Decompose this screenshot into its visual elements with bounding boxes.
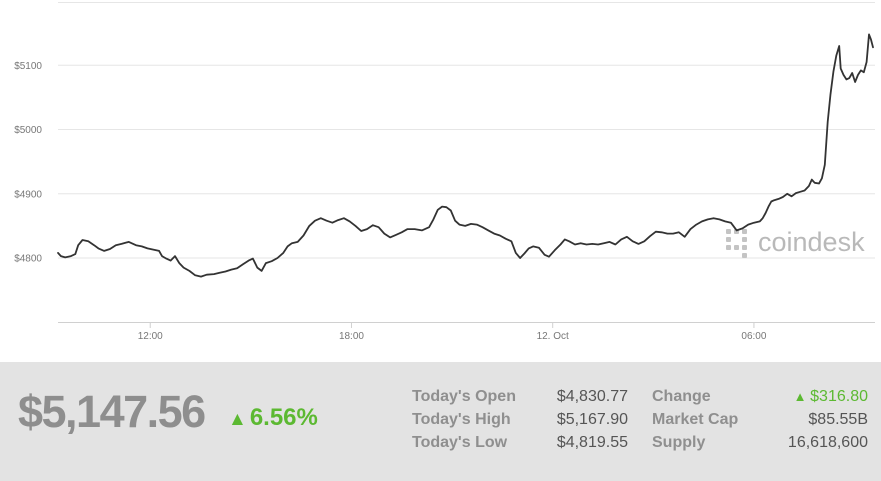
x-tick-label: 12:00 xyxy=(138,331,163,342)
y-tick-label: $5100 xyxy=(14,61,42,72)
supply-value: 16,618,600 xyxy=(787,434,868,451)
up-triangle-icon: ▲ xyxy=(228,409,247,430)
market-cap-value: $85.55B xyxy=(808,411,868,428)
percent-change: ▲ 6.56% xyxy=(228,404,318,432)
y-tick-label: $5000 xyxy=(14,125,42,136)
change-label: Change xyxy=(652,388,711,405)
x-tick-label: 06:00 xyxy=(741,331,766,342)
y-tick-label: $4800 xyxy=(14,254,42,265)
supply-label: Supply xyxy=(652,434,706,451)
y-axis: $4800 $4900 $5000 $5100 xyxy=(14,61,42,265)
change-value: ▲ $316.80 xyxy=(760,388,868,406)
coindesk-watermark: coindesk xyxy=(726,227,865,258)
watermark-text: coindesk xyxy=(758,227,865,257)
x-axis: 12:00 18:00 12. Oct 06:00 xyxy=(58,322,875,342)
percent-change-value: 6.56% xyxy=(249,404,318,431)
stats-bar: $5,147.56 ▲ 6.56% Today's Open $4,830.77 … xyxy=(0,362,881,481)
chart-grid xyxy=(58,2,875,259)
y-tick-label: $4900 xyxy=(14,189,42,200)
market-cap-label: Market Cap xyxy=(652,411,739,428)
chart-svg: $4800 $4900 $5000 $5100 12:00 18:00 12. Oct 06… xyxy=(14,2,875,342)
todays-open-label: Today's Open xyxy=(412,388,516,405)
current-price: $5,147.56 xyxy=(18,386,206,437)
todays-high-value: $5,167.90 xyxy=(556,411,628,428)
todays-low-label: Today's Low xyxy=(412,434,508,451)
x-tick-label: 18:00 xyxy=(339,331,364,342)
price-line xyxy=(57,33,874,278)
todays-high-label: Today's High xyxy=(412,411,511,428)
change-up-triangle-icon: ▲ xyxy=(793,389,811,404)
x-tick-label: 12. Oct xyxy=(537,331,569,342)
change-value-text: $316.80 xyxy=(810,388,868,405)
coindesk-logo-icon xyxy=(726,229,747,258)
todays-low-value: $4,819.55 xyxy=(556,434,628,451)
price-chart: $4800 $4900 $5000 $5100 12:00 18:00 12. Oct 06… xyxy=(14,2,875,342)
todays-open-value: $4,830.77 xyxy=(556,388,628,405)
